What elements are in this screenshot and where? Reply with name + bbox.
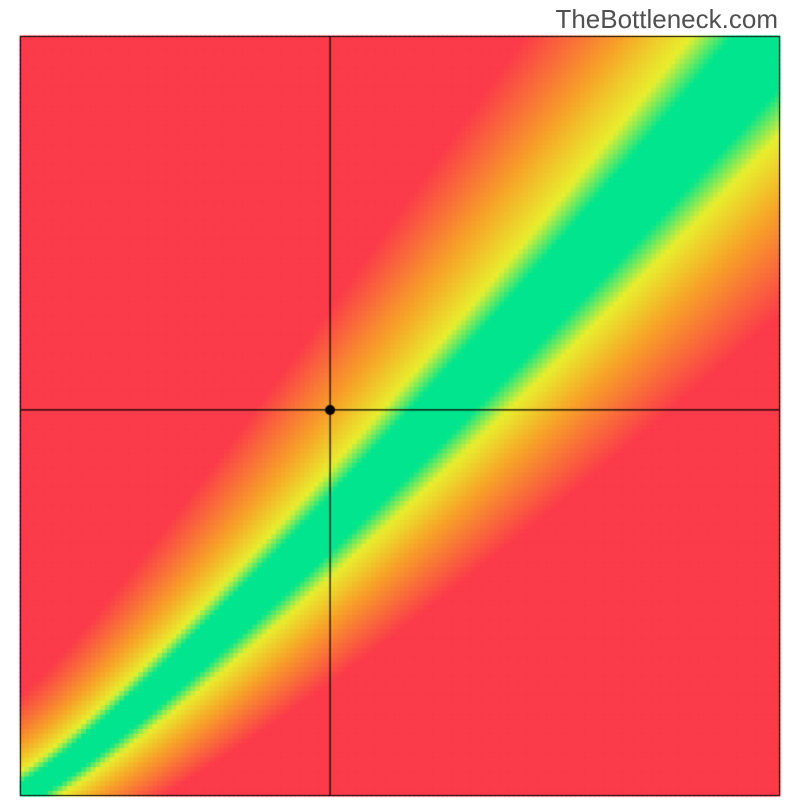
bottleneck-heatmap [0, 0, 800, 800]
watermark-text: TheBottleneck.com [555, 4, 778, 35]
chart-container: TheBottleneck.com [0, 0, 800, 800]
